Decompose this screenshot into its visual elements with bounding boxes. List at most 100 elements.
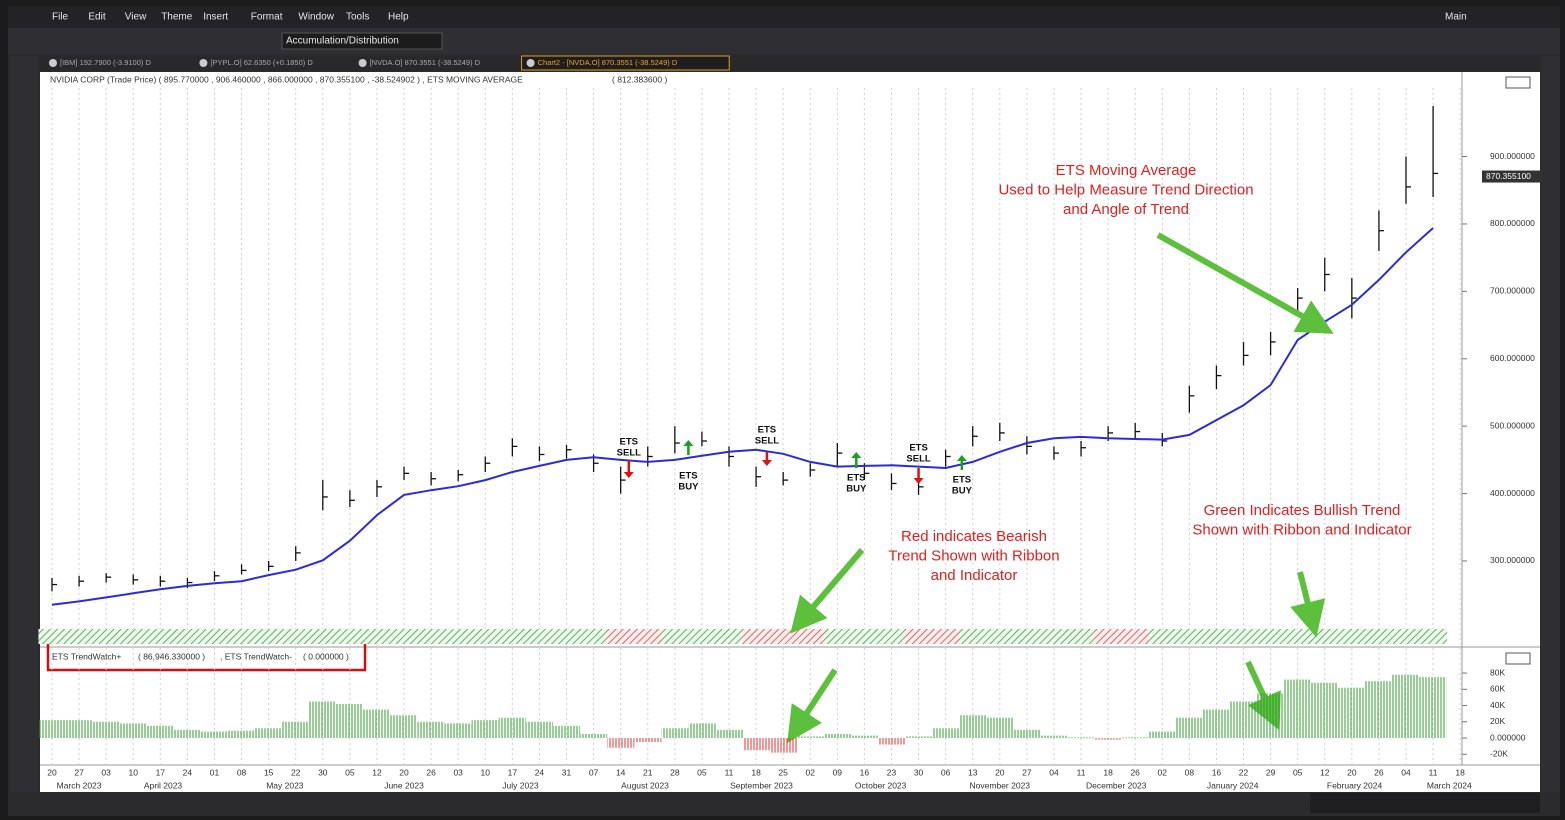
y-tick-label: 700.000000 xyxy=(1490,286,1535,296)
menu-item[interactable]: File xyxy=(52,12,69,23)
histogram-bar xyxy=(417,721,445,739)
signal-label: ETS xyxy=(679,471,697,482)
date-label: 23 xyxy=(887,767,897,777)
menu-item[interactable]: Help xyxy=(388,12,409,23)
trend-ribbon xyxy=(661,629,689,644)
y-tick-label: 400.000000 xyxy=(1490,488,1535,498)
month-label: March 2023 xyxy=(57,780,102,790)
menu-item[interactable]: Tools xyxy=(346,12,369,23)
indicator-header: , ETS TrendWatch- xyxy=(220,651,292,661)
date-label: 13 xyxy=(968,767,978,777)
date-label: 29 xyxy=(1266,767,1276,777)
date-label: 11 xyxy=(725,767,734,777)
trend-ribbon xyxy=(146,629,175,644)
y-tick-label: 0.000000 xyxy=(1490,732,1526,742)
date-label: 24 xyxy=(535,767,545,777)
histogram-bar xyxy=(932,728,960,739)
histogram-bar xyxy=(390,715,418,739)
date-label: 11 xyxy=(1429,767,1438,777)
histogram-bar xyxy=(905,736,933,739)
histogram-bar xyxy=(1094,738,1122,740)
date-label: 02 xyxy=(806,767,816,777)
menu-item[interactable]: View xyxy=(125,12,147,23)
moving-average-line xyxy=(51,227,1434,606)
dropdown[interactable] xyxy=(281,32,443,50)
histogram-bar xyxy=(661,728,689,739)
signal-arrow-head xyxy=(761,460,772,466)
menu-item[interactable]: Window xyxy=(298,12,334,23)
chart-area xyxy=(40,72,1540,792)
date-label: 26 xyxy=(1374,767,1384,777)
month-label: May 2023 xyxy=(266,780,304,790)
histogram-bar xyxy=(1257,693,1285,739)
menu-item[interactable]: Format xyxy=(251,12,283,23)
signal-arrow-head xyxy=(683,440,694,446)
tab-label[interactable]: [NVDA.O] 870.3551 (-38.5249) D xyxy=(370,58,481,67)
y-tick-label: 900.000000 xyxy=(1490,151,1535,161)
histogram-bar xyxy=(65,720,93,739)
tab-label[interactable]: Chart2 - [NVDA.O] 870.3551 (-38.5249) D xyxy=(538,58,678,67)
tab-active[interactable] xyxy=(521,55,730,71)
date-label: 31 xyxy=(562,767,572,777)
workspace[interactable]: Main xyxy=(1445,12,1467,23)
signal-label: BUY xyxy=(952,486,973,497)
pane-buttons[interactable] xyxy=(1505,652,1531,665)
histogram-bar xyxy=(634,738,662,743)
signal-label: ETS xyxy=(758,425,776,436)
trend-ribbon xyxy=(1257,629,1285,644)
date-label: 12 xyxy=(1320,767,1330,777)
histogram-bar xyxy=(146,725,174,739)
trend-ribbon xyxy=(905,629,933,644)
annotation: Used to Help Measure Trend Direction xyxy=(998,181,1253,198)
date-label: 17 xyxy=(508,767,518,777)
month-label: January 2024 xyxy=(1207,780,1259,790)
date-label: 30 xyxy=(318,767,328,777)
y-tick-label: 800.000000 xyxy=(1490,218,1535,228)
trend-ribbon xyxy=(1229,629,1258,644)
last-price-box xyxy=(1482,170,1542,183)
tab-label[interactable]: [PYPL.O] 62.6350 (+0.1850) D xyxy=(210,58,313,67)
date-label: 05 xyxy=(697,767,707,777)
tab-icon xyxy=(199,59,208,67)
month-label: October 2023 xyxy=(855,780,907,790)
histogram-bar xyxy=(1121,737,1149,739)
y-tick-label: 60K xyxy=(1490,684,1505,694)
trend-ribbon xyxy=(65,629,94,644)
signal-arrow-head xyxy=(956,455,967,461)
date-label: 26 xyxy=(1130,767,1140,777)
date-label: 08 xyxy=(1185,767,1195,777)
trend-ribbon xyxy=(634,629,662,644)
pane-buttons[interactable] xyxy=(1505,76,1531,89)
date-label: 02 xyxy=(1158,767,1168,777)
trend-ribbon xyxy=(1311,629,1339,644)
histogram-bar xyxy=(498,717,526,739)
menu-item[interactable]: Insert xyxy=(203,12,228,23)
histogram-bar xyxy=(1338,687,1366,739)
trend-ribbon xyxy=(986,629,1014,644)
trend-ribbon xyxy=(1284,629,1312,644)
histogram-bar xyxy=(336,703,364,739)
date-label: 20 xyxy=(47,767,57,777)
histogram-bar xyxy=(1284,679,1312,739)
tab-label[interactable]: [IBM] 192.7900 (-3.9100) D xyxy=(60,58,151,67)
histogram-bar xyxy=(1040,735,1068,739)
date-label: 22 xyxy=(1239,767,1249,777)
trend-ribbon xyxy=(200,629,229,644)
histogram-bar xyxy=(282,721,310,739)
trend-ribbon xyxy=(1338,629,1366,644)
histogram-bar xyxy=(607,738,635,748)
y-tick-label: 300.000000 xyxy=(1490,555,1535,565)
menu-item[interactable]: Theme xyxy=(161,12,193,23)
histogram-bar xyxy=(552,725,581,739)
signal-label: SELL xyxy=(755,436,779,447)
signal-arrow-head xyxy=(851,452,862,458)
trend-ribbon xyxy=(309,629,337,644)
signal-label: ETS xyxy=(953,475,971,486)
indicator-header: ( 0.000000 ) xyxy=(303,651,349,661)
histogram-bar xyxy=(444,723,472,739)
menu-item[interactable]: Edit xyxy=(88,12,105,23)
date-label: 10 xyxy=(481,767,491,777)
trend-ribbon xyxy=(1202,629,1231,644)
histogram-bar xyxy=(173,729,201,739)
trend-ribbon xyxy=(444,629,473,644)
